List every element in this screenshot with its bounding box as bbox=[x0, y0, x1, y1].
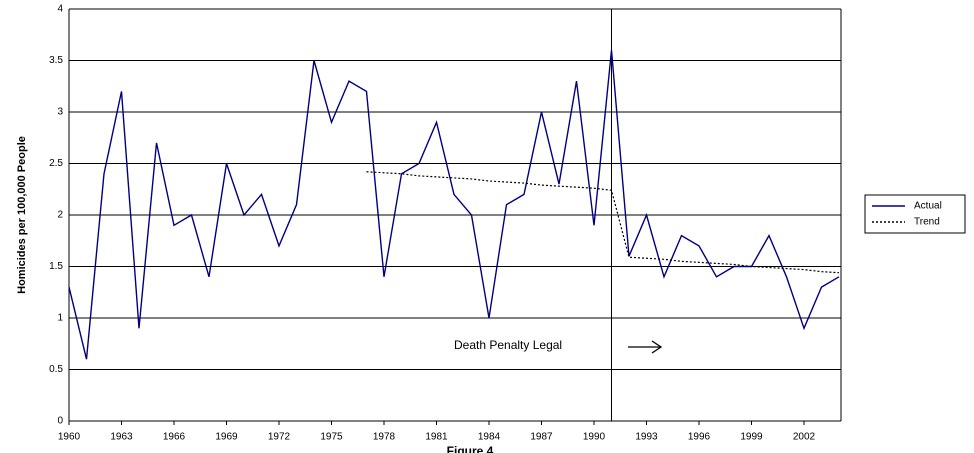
legend-label: Trend bbox=[914, 217, 940, 228]
y-tick-label: 1 bbox=[57, 313, 63, 324]
series-line bbox=[366, 171, 840, 274]
y-tick-label: 3.5 bbox=[49, 55, 63, 66]
x-tick-label: 1960 bbox=[58, 432, 81, 443]
x-tick-label: 1978 bbox=[373, 432, 396, 443]
y-tick-label: 0.5 bbox=[49, 364, 63, 375]
y-tick-label: 2.5 bbox=[49, 158, 63, 169]
series-line bbox=[68, 50, 840, 360]
x-tick-label: 1996 bbox=[688, 432, 711, 443]
y-tick-label: 1.5 bbox=[49, 261, 63, 272]
x-tick-label: 1981 bbox=[425, 432, 448, 443]
x-tick-label: 1984 bbox=[478, 432, 501, 443]
x-tick-label: 1990 bbox=[583, 432, 606, 443]
x-tick-label: 1975 bbox=[320, 432, 343, 443]
y-tick-label: 0 bbox=[57, 416, 63, 427]
x-tick-label: 1963 bbox=[110, 432, 133, 443]
legend-label: Actual bbox=[914, 201, 942, 212]
x-tick-label: 1969 bbox=[215, 432, 238, 443]
arrow bbox=[628, 340, 663, 354]
y-axis-label: Homicides per 100,000 People bbox=[16, 136, 28, 294]
y-tick-label: 2 bbox=[57, 210, 63, 221]
legend-box bbox=[864, 194, 966, 234]
y-tick-label: 4 bbox=[57, 4, 63, 15]
x-tick-label: 1987 bbox=[530, 432, 553, 443]
x-tick-label: 1999 bbox=[740, 432, 763, 443]
x-tick-label: 1966 bbox=[163, 432, 186, 443]
x-tick-label: 2002 bbox=[793, 432, 816, 443]
annotation: Death Penalty Legal bbox=[454, 338, 562, 352]
x-tick-label: 1993 bbox=[635, 432, 658, 443]
caption: Figure 4 bbox=[447, 444, 494, 453]
x-tick-label: 1972 bbox=[268, 432, 291, 443]
y-tick-label: 3 bbox=[57, 107, 63, 118]
